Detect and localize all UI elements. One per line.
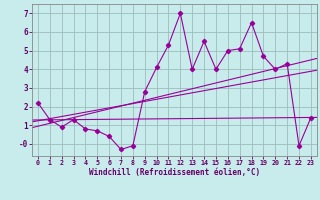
X-axis label: Windchill (Refroidissement éolien,°C): Windchill (Refroidissement éolien,°C)	[89, 168, 260, 177]
